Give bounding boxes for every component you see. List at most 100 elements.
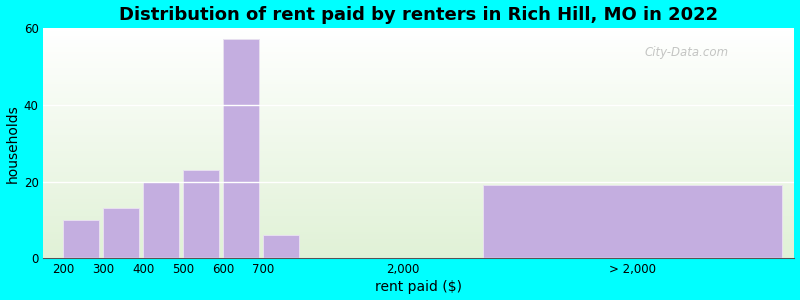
Bar [43, 136, 794, 139]
Bar [43, 231, 794, 233]
Bar [43, 178, 794, 180]
Bar [43, 228, 794, 231]
Bar [43, 85, 794, 88]
Bar [43, 83, 794, 86]
Bar [43, 74, 794, 76]
Bar [43, 129, 794, 132]
Bar [43, 254, 794, 256]
Bar [43, 99, 794, 102]
Bar [43, 164, 794, 166]
Y-axis label: households: households [6, 104, 19, 182]
Bar [43, 122, 794, 125]
Bar [43, 242, 794, 244]
Bar [43, 120, 794, 122]
Bar [43, 173, 794, 176]
Bar [43, 162, 794, 164]
Bar [43, 189, 794, 192]
Bar [43, 155, 794, 157]
Bar [43, 196, 794, 199]
Bar [43, 104, 794, 106]
Bar [43, 194, 794, 196]
Bar [43, 187, 794, 189]
Bar [223, 39, 259, 258]
Bar [43, 97, 794, 99]
Bar [43, 125, 794, 127]
Bar [43, 42, 794, 44]
Bar [43, 146, 794, 148]
Bar [43, 176, 794, 178]
Bar [43, 32, 794, 35]
Bar [43, 143, 794, 146]
Bar [43, 256, 794, 258]
Bar [43, 118, 794, 120]
Bar [43, 30, 794, 32]
Bar [43, 76, 794, 79]
Bar [43, 159, 794, 162]
Bar [43, 67, 794, 69]
Bar [43, 72, 794, 74]
Bar [43, 116, 794, 118]
Bar [43, 244, 794, 247]
Bar [103, 208, 139, 258]
Bar [43, 65, 794, 67]
Bar [183, 170, 219, 258]
Bar [43, 132, 794, 134]
Bar [43, 90, 794, 92]
Bar [43, 141, 794, 143]
Bar [43, 139, 794, 141]
Bar [43, 81, 794, 83]
Bar [43, 214, 794, 217]
Bar [43, 106, 794, 109]
Bar [43, 166, 794, 169]
Bar [43, 49, 794, 51]
Bar [43, 184, 794, 187]
Bar [43, 169, 794, 171]
X-axis label: rent paid ($): rent paid ($) [375, 280, 462, 294]
Bar [43, 37, 794, 39]
Bar [43, 238, 794, 240]
Bar [43, 171, 794, 173]
Text: City-Data.com: City-Data.com [644, 46, 728, 59]
Bar [43, 46, 794, 49]
Bar [43, 212, 794, 214]
Bar [43, 219, 794, 221]
Bar [43, 113, 794, 116]
Bar [63, 220, 99, 258]
Bar [43, 44, 794, 46]
Bar [43, 157, 794, 159]
Bar [43, 69, 794, 72]
Bar [43, 53, 794, 56]
Bar [43, 247, 794, 249]
Bar [43, 150, 794, 152]
Bar [43, 251, 794, 254]
Bar [43, 51, 794, 53]
Bar [43, 203, 794, 206]
Bar [43, 180, 794, 182]
Bar [483, 185, 782, 258]
Bar [43, 210, 794, 212]
Bar [43, 233, 794, 236]
Bar [43, 224, 794, 226]
Bar [43, 127, 794, 129]
Bar [43, 236, 794, 238]
Bar [43, 56, 794, 58]
Bar [43, 134, 794, 136]
Bar [43, 182, 794, 184]
Bar [43, 92, 794, 95]
Bar [43, 60, 794, 62]
Bar [43, 192, 794, 194]
Bar [143, 182, 179, 258]
Bar [43, 208, 794, 210]
Title: Distribution of rent paid by renters in Rich Hill, MO in 2022: Distribution of rent paid by renters in … [119, 6, 718, 24]
Bar [43, 39, 794, 42]
Bar [43, 95, 794, 97]
Bar [43, 102, 794, 104]
Bar [43, 35, 794, 37]
Bar [43, 199, 794, 201]
Bar [43, 88, 794, 90]
Bar [43, 217, 794, 219]
Bar [43, 201, 794, 203]
Bar [43, 58, 794, 60]
Bar [43, 152, 794, 155]
Bar [43, 28, 794, 30]
